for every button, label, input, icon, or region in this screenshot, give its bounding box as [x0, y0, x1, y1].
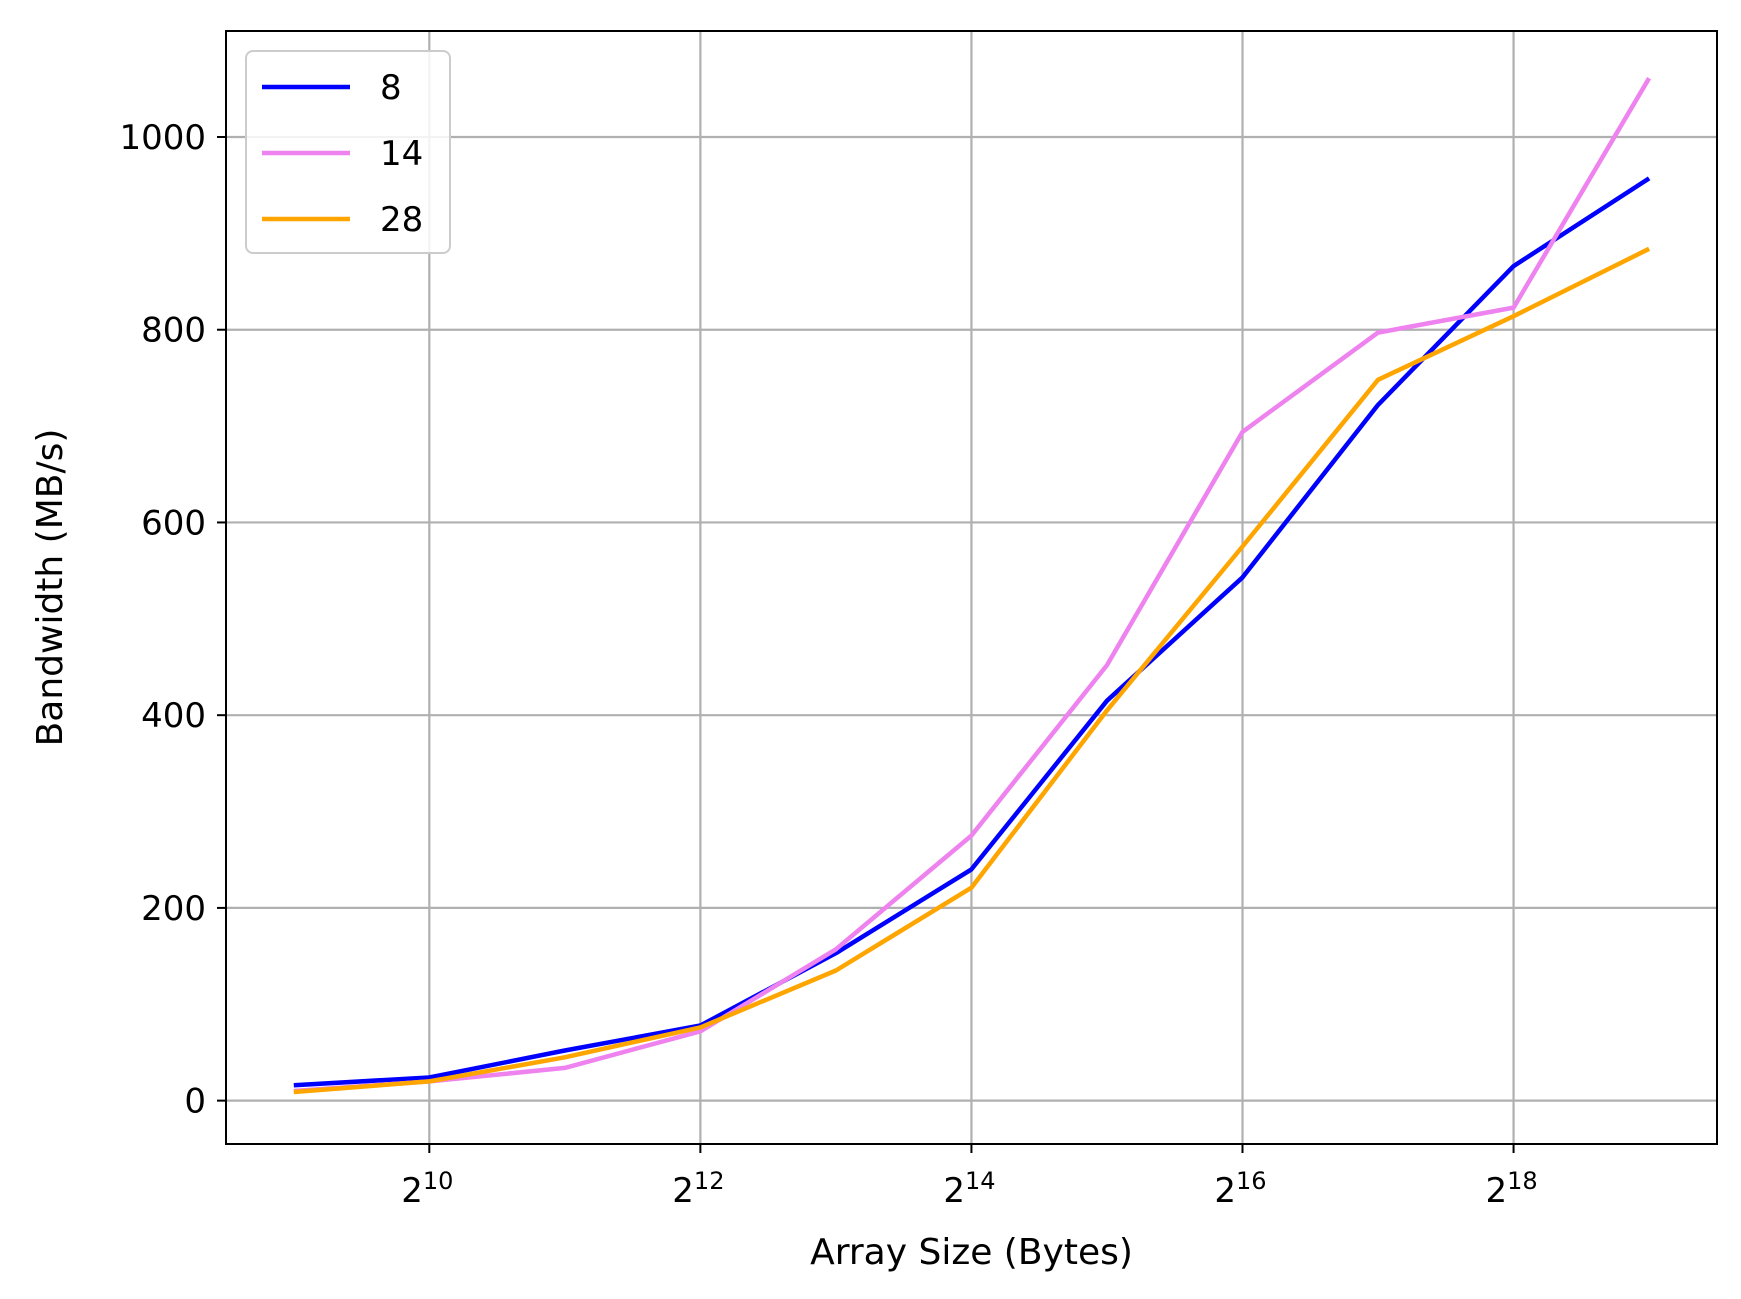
- y-tick-label: 400: [141, 696, 206, 736]
- x-tick-label-exponent: 16: [1236, 1167, 1267, 1195]
- y-tick-label: 200: [141, 889, 206, 929]
- y-axis-label: Bandwidth (MB/s): [30, 429, 71, 747]
- x-tick-label-exponent: 12: [694, 1167, 725, 1195]
- x-tick-label: 210: [401, 1167, 453, 1211]
- y-tick-label: 0: [184, 1082, 206, 1122]
- y-tick-label: 1000: [119, 118, 206, 158]
- x-tick-label-base: 2: [401, 1171, 423, 1211]
- grid: [226, 31, 1717, 1144]
- x-tick-label: 212: [672, 1167, 724, 1211]
- x-tick-label-exponent: 14: [965, 1167, 996, 1195]
- x-tick-label-base: 2: [672, 1171, 694, 1211]
- x-tick-label-exponent: 18: [1507, 1167, 1538, 1195]
- series-line-14: [293, 77, 1652, 1094]
- x-tick-label: 214: [943, 1167, 995, 1211]
- legend-label-28: 28: [380, 200, 423, 240]
- y-tick-label: 600: [141, 503, 206, 543]
- x-axis-label: Array Size (Bytes): [810, 1232, 1133, 1273]
- legend-label-14: 14: [380, 134, 423, 174]
- x-tick-label: 218: [1485, 1167, 1537, 1211]
- series-line-28: [293, 246, 1651, 1095]
- x-tick-label-base: 2: [1485, 1171, 1507, 1211]
- x-tick-label-base: 2: [943, 1171, 965, 1211]
- x-tick-label: 216: [1214, 1167, 1266, 1211]
- legend: 8 14 28: [245, 50, 451, 254]
- series-lines: [293, 77, 1652, 1095]
- x-tick-label-base: 2: [1214, 1171, 1236, 1211]
- legend-label-8: 8: [380, 68, 402, 108]
- x-tick-label-exponent: 10: [423, 1167, 454, 1195]
- y-tick-label: 800: [141, 311, 206, 351]
